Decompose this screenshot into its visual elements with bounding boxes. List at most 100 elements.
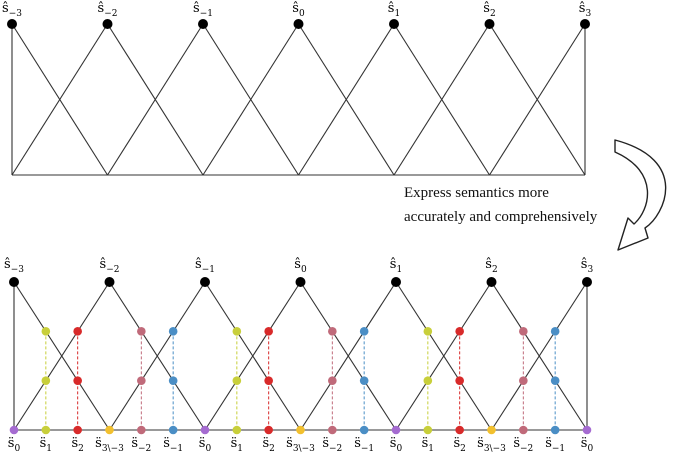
bottom-baseline-label-sub: 2 <box>78 444 84 454</box>
bottom-baseline-label: s̈−1 <box>545 436 565 454</box>
bottom-triangles <box>13 281 588 431</box>
bottom-baseline-label-base: s̈ <box>354 436 361 451</box>
upper-point <box>455 327 464 336</box>
top-label-base: ŝ <box>579 1 586 16</box>
bottom-baseline-label-sub: −2 <box>329 444 342 454</box>
bottom-baseline-label: s̈0 <box>8 436 21 454</box>
upper-point <box>328 327 337 336</box>
baseline-point <box>168 425 178 435</box>
bottom-baseline-label-base: s̈ <box>131 436 138 451</box>
bottom-baseline-label-base: s̈ <box>390 436 397 451</box>
bottom-top-label-sub: 0 <box>301 265 307 275</box>
top-label-sub: 3 <box>585 9 591 19</box>
top-edge <box>107 23 204 176</box>
bottom-baseline-label-sub: 1 <box>428 444 434 454</box>
bottom-baseline-label-sub: 2 <box>269 444 275 454</box>
bottom-baseline-label-base: s̈ <box>199 436 206 451</box>
upper-point <box>73 327 82 336</box>
baseline-point <box>9 425 19 435</box>
baseline-point <box>423 425 433 435</box>
bottom-baseline-label: s̈1 <box>231 436 243 454</box>
bottom-baseline-label: s̈0 <box>199 436 212 454</box>
top-peak-point <box>102 19 113 29</box>
upper-point <box>232 327 242 336</box>
bottom-baseline-label-sub: −1 <box>552 444 565 454</box>
upper-point <box>423 327 433 336</box>
bottom-baseline-label-base: s̈ <box>422 436 429 451</box>
top-label-base: ŝ <box>388 1 395 16</box>
top-peak-point <box>580 19 590 29</box>
baseline-point <box>550 425 560 435</box>
lower-point <box>423 376 433 385</box>
upper-point <box>519 327 528 336</box>
bottom-baseline-label-base: s̈ <box>322 436 329 451</box>
baseline-point <box>455 425 464 435</box>
top-label-sub: 0 <box>299 9 305 19</box>
bottom-peak-point <box>582 277 592 287</box>
bottom-baseline-label: s̈1 <box>422 436 434 454</box>
top-peak-point <box>484 19 495 29</box>
bottom-baseline-label-base: s̈ <box>40 436 47 451</box>
top-label: ŝ−1 <box>193 1 213 19</box>
bottom-baseline-label: s̈0 <box>581 436 594 454</box>
bottom-top-label-base: ŝ <box>390 257 397 272</box>
bottom-baseline-label: s̈1 <box>40 436 52 454</box>
bottom-top-label: ŝ2 <box>485 257 497 275</box>
bottom-edge <box>395 281 492 431</box>
bottom-edge <box>109 281 206 431</box>
top-label-base: ŝ <box>98 1 105 16</box>
bottom-baseline-label-base: s̈ <box>231 436 238 451</box>
top-label-base: ŝ <box>483 1 490 16</box>
lower-point <box>359 376 369 385</box>
bottom-points <box>9 277 592 435</box>
bottom-baseline-label-sub: 3\−3 <box>102 444 124 454</box>
top-peak-point <box>293 19 304 29</box>
bottom-peak-point <box>104 277 115 287</box>
top-label: ŝ−3 <box>2 1 22 19</box>
bottom-baseline-label-sub: −2 <box>138 444 151 454</box>
lower-point <box>232 376 242 385</box>
bottom-baseline-label-base: s̈ <box>477 436 484 451</box>
bottom-top-label: ŝ1 <box>390 257 402 275</box>
lower-point <box>264 376 273 385</box>
bottom-baseline-label: s̈2 <box>453 436 465 454</box>
bottom-peak-point <box>486 277 497 287</box>
top-edge <box>202 23 299 176</box>
bottom-baseline-label: s̈3\−3 <box>95 436 124 454</box>
top-label: ŝ−2 <box>98 1 118 19</box>
top-peak-point <box>389 19 399 29</box>
bottom-top-label-sub: 3 <box>587 265 593 275</box>
bottom-baseline-label: s̈−1 <box>163 436 183 454</box>
bottom-baseline-label-sub: 0 <box>14 444 20 454</box>
bottom-top-label-base: ŝ <box>485 257 492 272</box>
bottom-dashed-guides <box>45 331 556 430</box>
bottom-baseline-label: s̈0 <box>390 436 403 454</box>
bottom-baseline-label-sub: 0 <box>587 444 593 454</box>
top-label-base: ŝ <box>193 1 200 16</box>
baseline-point <box>105 425 114 435</box>
top-edge <box>393 23 490 176</box>
bottom-baseline-label-sub: 1 <box>46 444 52 454</box>
top-peak-point <box>7 19 17 29</box>
baseline-point <box>487 425 496 435</box>
bottom-top-label: ŝ−2 <box>100 257 120 275</box>
bottom-top-label-base: ŝ <box>195 257 202 272</box>
bottom-edge <box>300 281 397 431</box>
top-label-sub: 2 <box>490 9 496 19</box>
bottom-baseline-label-base: s̈ <box>545 436 552 451</box>
bottom-top-label: ŝ−1 <box>195 257 215 275</box>
bottom-baseline-label-sub: −1 <box>361 444 374 454</box>
top-label: ŝ0 <box>292 1 305 19</box>
baseline-point <box>519 425 528 435</box>
bottom-baseline-label-sub: 0 <box>205 444 211 454</box>
bottom-baseline-label-sub: 2 <box>460 444 466 454</box>
bottom-peak-point <box>391 277 401 287</box>
top-label-sub: −1 <box>200 9 213 19</box>
baseline-point <box>296 425 305 435</box>
bottom-baseline-label-base: s̈ <box>453 436 460 451</box>
bottom-baseline-label: s̈2 <box>262 436 274 454</box>
bottom-baseline-label-base: s̈ <box>581 436 588 451</box>
bottom-top-label-base: ŝ <box>4 257 11 272</box>
caption-line-1: Express semantics more <box>404 185 549 201</box>
